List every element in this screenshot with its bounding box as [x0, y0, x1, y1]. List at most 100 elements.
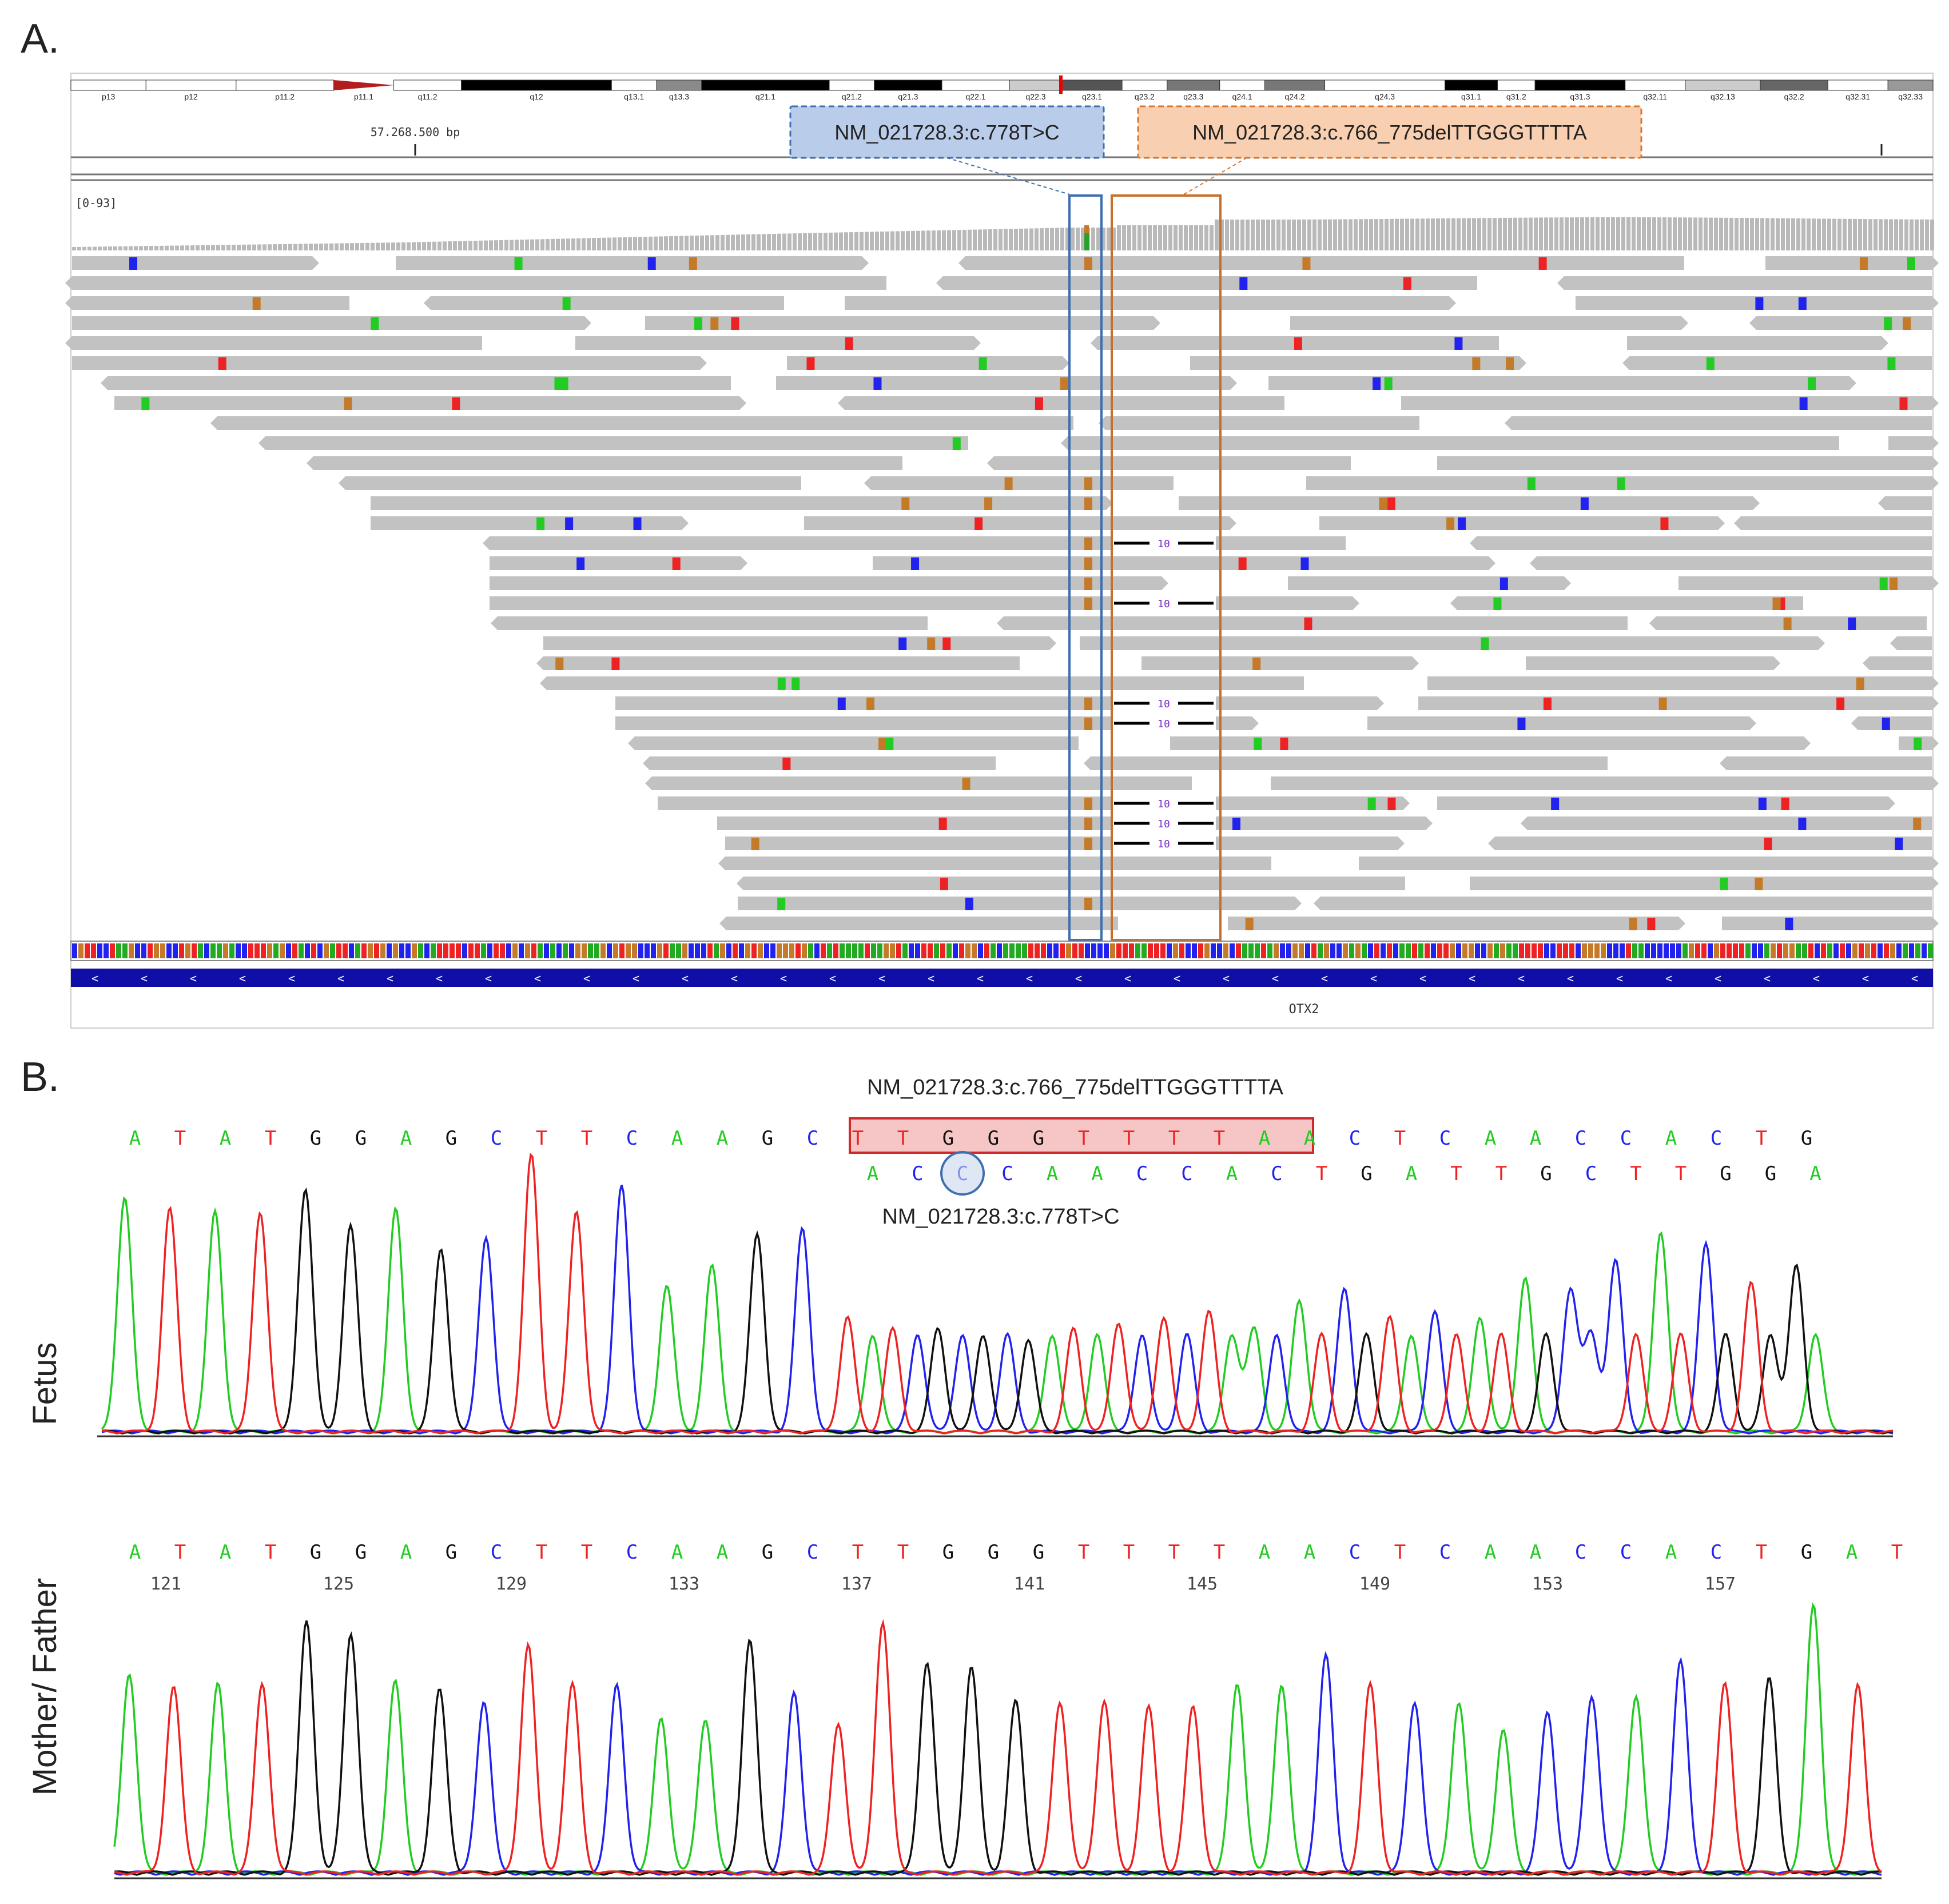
read-segment[interactable]	[787, 356, 1063, 370]
read-segment[interactable]	[1359, 857, 1932, 870]
read-segment[interactable]	[490, 556, 741, 570]
read-segment[interactable]	[1216, 816, 1426, 830]
read-segment[interactable]	[1271, 776, 1932, 790]
read-segment[interactable]	[1105, 416, 1419, 430]
band-q23.3[interactable]	[1167, 79, 1220, 91]
read-segment[interactable]	[72, 356, 700, 370]
band-q23.1[interactable]	[1061, 79, 1123, 91]
read-segment[interactable]	[1320, 897, 1932, 910]
read-segment[interactable]	[943, 276, 1477, 290]
read-segment[interactable]	[1888, 436, 1932, 450]
read-segment[interactable]	[1004, 616, 1628, 630]
read-segment[interactable]	[1765, 256, 1932, 270]
read-segment[interactable]	[1418, 696, 1932, 710]
chromosome-ideogram[interactable]	[70, 75, 1934, 94]
band-p11.2[interactable]	[236, 79, 335, 91]
read-segment[interactable]	[547, 676, 1304, 690]
read-segment[interactable]	[1216, 596, 1353, 610]
read-segment[interactable]	[313, 456, 902, 470]
read-segment[interactable]	[1470, 877, 1932, 890]
read-segment[interactable]	[490, 576, 1162, 590]
read-segment[interactable]	[498, 616, 928, 630]
read-segment[interactable]	[1080, 636, 1818, 650]
read-segment[interactable]	[738, 897, 1295, 910]
read-segment[interactable]	[725, 837, 1112, 850]
read-segment[interactable]	[615, 716, 1112, 730]
read-segment[interactable]	[1401, 396, 1932, 410]
read-segment[interactable]	[1437, 456, 1932, 470]
read-segment[interactable]	[490, 596, 1112, 610]
read-segment[interactable]	[543, 656, 1020, 670]
read-segment[interactable]	[1722, 917, 1932, 930]
read-segment[interactable]	[1576, 296, 1932, 310]
read-segment[interactable]	[1427, 676, 1932, 690]
read-segment[interactable]	[871, 476, 1174, 490]
read-segment[interactable]	[345, 476, 801, 490]
read-segment[interactable]	[431, 296, 784, 310]
read-segment[interactable]	[1216, 716, 1252, 730]
read-segment[interactable]	[615, 696, 1112, 710]
read-segment[interactable]	[845, 296, 1449, 310]
read-segment[interactable]	[726, 917, 1118, 930]
read-segment[interactable]	[1457, 596, 1803, 610]
read-segment[interactable]	[108, 376, 731, 390]
read-segment[interactable]	[72, 316, 584, 330]
band-q13.1[interactable]	[611, 79, 657, 91]
read-segment[interactable]	[635, 736, 1079, 750]
read-segment[interactable]	[1268, 376, 1849, 390]
band-p13[interactable]	[70, 79, 146, 91]
read-segment[interactable]	[776, 376, 1230, 390]
read-segment[interactable]	[1537, 556, 1932, 570]
band-q21.2[interactable]	[829, 79, 875, 91]
read-segment[interactable]	[1885, 496, 1932, 510]
band-q12[interactable]	[461, 79, 612, 91]
read-segment[interactable]	[650, 756, 996, 770]
band-q13.3[interactable]	[656, 79, 702, 91]
read-segment[interactable]	[725, 857, 1271, 870]
band-q22.3[interactable]	[1009, 79, 1063, 91]
band-q21.1[interactable]	[701, 79, 830, 91]
band-q32.33[interactable]	[1887, 79, 1934, 91]
read-segment[interactable]	[1228, 917, 1678, 930]
read-segment[interactable]	[114, 396, 739, 410]
read-segment[interactable]	[1288, 576, 1564, 590]
read-segment[interactable]	[1068, 436, 1839, 450]
read-segment[interactable]	[1897, 636, 1932, 650]
band-q32.2[interactable]	[1760, 79, 1828, 91]
read-segment[interactable]	[1290, 316, 1681, 330]
read-segment[interactable]	[1727, 756, 1932, 770]
band-q24.3[interactable]	[1324, 79, 1446, 91]
read-segment[interactable]	[845, 396, 1284, 410]
coverage-track[interactable]	[72, 217, 1934, 250]
read-segment[interactable]	[575, 336, 974, 350]
read-segment[interactable]	[717, 816, 1112, 830]
read-segment[interactable]	[72, 296, 349, 310]
band-p12[interactable]	[145, 79, 237, 91]
read-segment[interactable]	[1858, 716, 1932, 730]
read-segment[interactable]	[217, 416, 1073, 430]
read-segment[interactable]	[72, 256, 312, 270]
read-segment[interactable]	[1495, 837, 1932, 850]
read-segment[interactable]	[1526, 656, 1773, 670]
read-segment[interactable]	[490, 536, 1112, 550]
band-q31.2[interactable]	[1497, 79, 1536, 91]
band-q22.1[interactable]	[941, 79, 1010, 91]
read-segment[interactable]	[1629, 356, 1932, 370]
read-segment[interactable]	[1216, 536, 1346, 550]
band-q24.1[interactable]	[1219, 79, 1266, 91]
read-segment[interactable]	[645, 316, 1154, 330]
read-segment[interactable]	[1179, 496, 1753, 510]
read-segment[interactable]	[72, 336, 482, 350]
read-segment[interactable]	[1190, 356, 1520, 370]
band-q32.13[interactable]	[1685, 79, 1761, 91]
band-q24.2[interactable]	[1264, 79, 1326, 91]
read-segment[interactable]	[72, 276, 886, 290]
read-segment[interactable]	[396, 256, 862, 270]
band-q11.2[interactable]	[393, 79, 462, 91]
read-segment[interactable]	[1756, 316, 1932, 330]
read-segment[interactable]	[371, 496, 1106, 510]
read-segment[interactable]	[965, 256, 1684, 270]
read-segment[interactable]	[265, 436, 968, 450]
read-segment[interactable]	[1319, 516, 1718, 530]
read-segment[interactable]	[1216, 696, 1377, 710]
